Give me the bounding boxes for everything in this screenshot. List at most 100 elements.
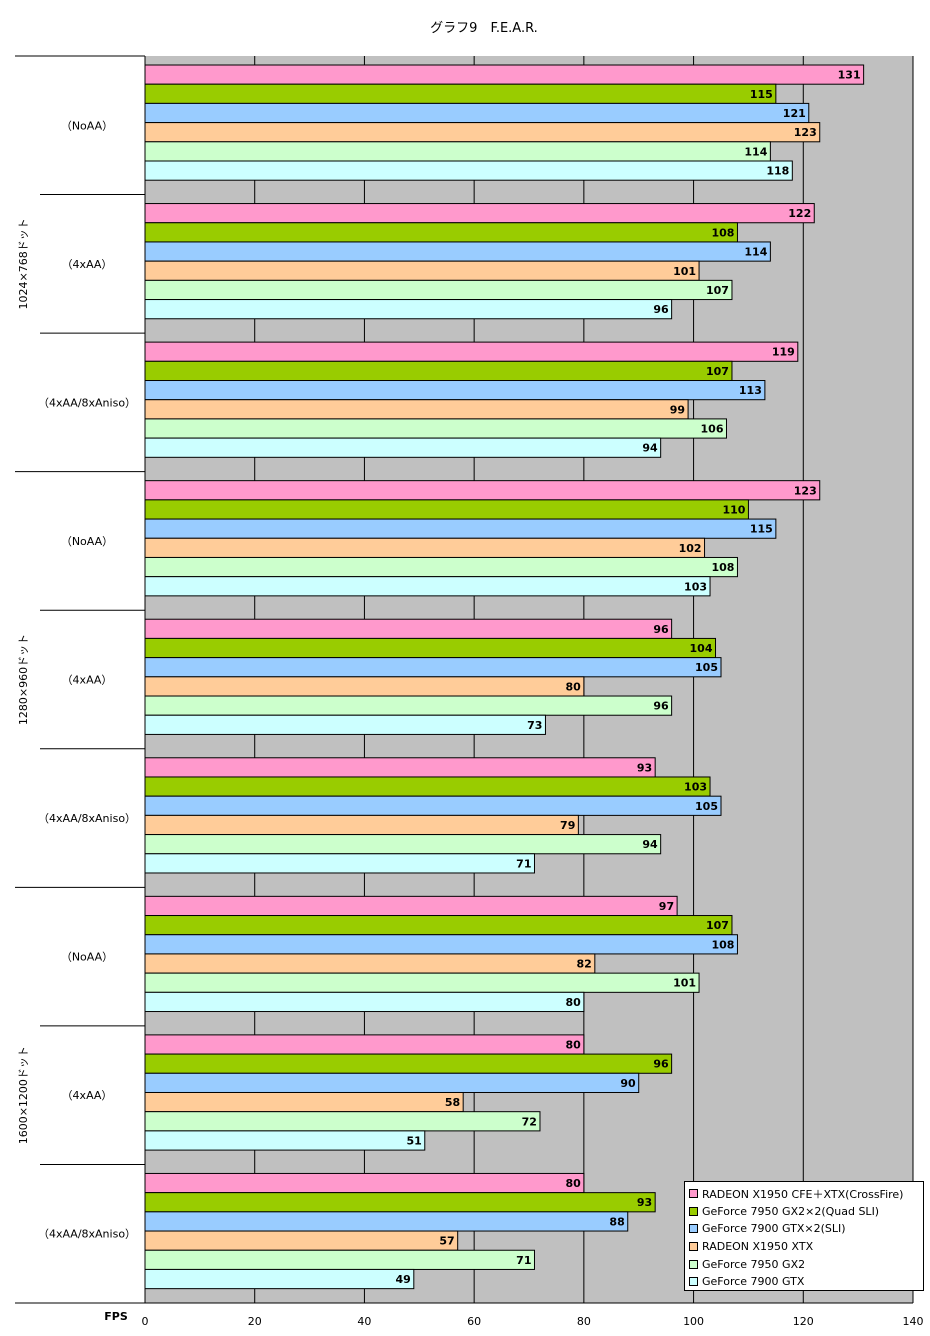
data-label: 108 bbox=[711, 226, 734, 239]
category-label: （NoAA） bbox=[61, 119, 113, 132]
bar bbox=[144, 83, 777, 104]
data-label: 80 bbox=[566, 1038, 582, 1051]
bar bbox=[144, 637, 717, 659]
data-label: 88 bbox=[609, 1215, 624, 1228]
bar bbox=[144, 757, 656, 778]
bar bbox=[144, 556, 738, 578]
bar bbox=[144, 1211, 629, 1232]
bar bbox=[144, 241, 771, 262]
data-label: 108 bbox=[711, 561, 734, 574]
bar bbox=[144, 657, 722, 678]
bar bbox=[144, 399, 689, 420]
bar bbox=[144, 915, 733, 936]
category-label: （4xAA/8xAniso） bbox=[38, 396, 136, 409]
data-label: 105 bbox=[695, 661, 718, 674]
category-label: （4xAA/8xAniso） bbox=[38, 812, 136, 825]
bar bbox=[144, 499, 749, 520]
bar bbox=[144, 1111, 541, 1132]
data-label: 80 bbox=[566, 680, 582, 693]
data-label: 96 bbox=[653, 623, 669, 636]
plot-area: 131 122 119 123 96 93 97 80 80 115 108 107 110 104 103… bbox=[15, 55, 924, 1328]
x-tick-label: 80 bbox=[577, 1315, 591, 1328]
data-label: 99 bbox=[670, 403, 685, 416]
bar bbox=[144, 618, 673, 639]
data-label: 93 bbox=[637, 761, 652, 774]
bar bbox=[144, 64, 865, 85]
data-label: 93 bbox=[637, 1196, 652, 1209]
data-label: 121 bbox=[783, 107, 806, 120]
bar bbox=[144, 537, 706, 558]
legend-item: RADEON X1950 CFE＋XTX(CrossFire) bbox=[689, 1185, 923, 1203]
data-label: 107 bbox=[706, 284, 729, 297]
x-axis-label: FPS bbox=[104, 1310, 128, 1323]
legend: RADEON X1950 CFE＋XTX(CrossFire) GeForce 7… bbox=[684, 1181, 924, 1291]
legend-label: GeForce 7950 GX2×2(Quad SLI) bbox=[702, 1204, 880, 1218]
data-label: 107 bbox=[706, 365, 729, 378]
legend-swatch bbox=[689, 1277, 698, 1287]
bar bbox=[144, 1034, 585, 1055]
legend-item: GeForce 7900 GTX×2(SLI) bbox=[689, 1220, 923, 1238]
legend-item: GeForce 7950 GX2×2(Quad SLI) bbox=[689, 1203, 923, 1221]
data-label: 80 bbox=[566, 996, 582, 1009]
legend-label: RADEON X1950 XTX bbox=[702, 1240, 814, 1254]
data-label: 80 bbox=[566, 1177, 582, 1190]
bar bbox=[144, 895, 678, 917]
data-label: 97 bbox=[659, 900, 674, 913]
legend-item: GeForce 7950 GX2 bbox=[689, 1255, 923, 1273]
bar bbox=[144, 991, 585, 1013]
x-tick-label: 60 bbox=[467, 1315, 481, 1328]
x-tick-label: 20 bbox=[248, 1315, 262, 1328]
legend-label: GeForce 7900 GTX bbox=[702, 1275, 805, 1289]
x-tick-label: 100 bbox=[683, 1315, 704, 1328]
group-label: 1600×1200ドット bbox=[17, 1046, 30, 1144]
category-label: （4xAA） bbox=[62, 1089, 113, 1102]
data-label: 122 bbox=[788, 207, 811, 220]
data-label: 123 bbox=[794, 126, 817, 139]
bar bbox=[144, 299, 673, 320]
data-label: 113 bbox=[739, 384, 762, 397]
bar bbox=[144, 676, 585, 697]
bar bbox=[144, 1091, 464, 1113]
data-label: 102 bbox=[679, 542, 702, 555]
data-label: 96 bbox=[653, 700, 669, 713]
data-label: 90 bbox=[620, 1077, 636, 1090]
bar bbox=[144, 695, 673, 716]
data-label: 107 bbox=[706, 919, 729, 932]
bar bbox=[144, 141, 771, 162]
bar bbox=[144, 1072, 640, 1093]
group-label: 1024×768ドット bbox=[17, 218, 30, 309]
data-label: 108 bbox=[711, 938, 734, 951]
bar bbox=[144, 102, 810, 124]
data-label: 51 bbox=[406, 1134, 421, 1147]
bar bbox=[144, 853, 535, 874]
legend-label: RADEON X1950 CFE＋XTX(CrossFire) bbox=[702, 1187, 904, 1201]
category-label: （4xAA/8xAniso） bbox=[38, 1228, 136, 1241]
x-tick-label: 120 bbox=[793, 1315, 814, 1328]
bar bbox=[144, 360, 733, 382]
legend-swatch bbox=[689, 1189, 698, 1199]
data-label: 114 bbox=[744, 246, 767, 259]
bar bbox=[144, 341, 799, 362]
legend-swatch bbox=[689, 1242, 698, 1252]
chart-title: グラフ9 F.E.A.R. bbox=[430, 21, 538, 36]
bar bbox=[144, 795, 722, 816]
bar bbox=[144, 1053, 673, 1074]
data-label: 119 bbox=[772, 346, 795, 359]
bar bbox=[144, 972, 700, 993]
category-label: （NoAA） bbox=[61, 535, 113, 548]
data-label: 114 bbox=[744, 145, 767, 158]
bar bbox=[144, 576, 711, 597]
data-label: 101 bbox=[673, 977, 696, 990]
bar bbox=[144, 518, 777, 539]
bar bbox=[144, 1268, 415, 1290]
bar bbox=[144, 814, 579, 836]
data-label: 96 bbox=[653, 1058, 669, 1071]
bar bbox=[144, 380, 766, 401]
data-label: 94 bbox=[642, 838, 658, 851]
legend-label: GeForce 7900 GTX×2(SLI) bbox=[702, 1222, 846, 1236]
legend-swatch bbox=[689, 1224, 698, 1234]
data-label: 115 bbox=[750, 88, 773, 101]
bar bbox=[144, 1192, 656, 1213]
data-label: 71 bbox=[516, 857, 531, 870]
